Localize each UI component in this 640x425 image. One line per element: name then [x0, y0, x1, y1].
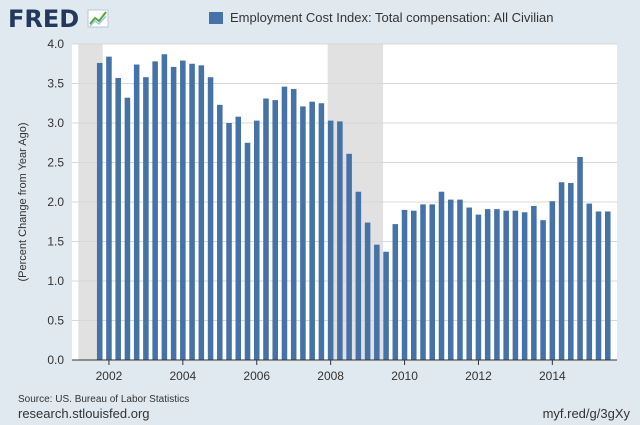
bar	[355, 191, 362, 360]
bar	[106, 56, 112, 360]
bar	[207, 77, 214, 361]
bar	[96, 62, 103, 361]
bar	[364, 222, 371, 360]
bar	[235, 116, 242, 361]
x-tick-label: 2008	[317, 369, 344, 383]
bar	[494, 209, 500, 360]
y-tick-label: 3.5	[47, 77, 64, 91]
bar	[161, 54, 168, 361]
bar	[438, 191, 445, 360]
bar	[401, 209, 408, 360]
fred-logo-text: FRED	[8, 5, 79, 33]
bar	[568, 183, 574, 360]
bar	[577, 156, 583, 360]
x-tick-label: 2010	[391, 369, 418, 383]
fred-logo[interactable]: FRED	[8, 5, 109, 33]
bar	[457, 199, 463, 360]
bar	[346, 153, 352, 360]
bar	[272, 100, 278, 360]
x-tick-label: 2014	[539, 369, 566, 383]
legend-swatch	[209, 12, 223, 24]
bar	[429, 204, 436, 360]
bar	[253, 120, 260, 360]
bar	[309, 101, 315, 361]
bar	[512, 210, 519, 360]
bar	[115, 77, 121, 360]
bar	[152, 61, 158, 360]
x-tick-label: 2004	[169, 369, 196, 383]
bar	[226, 123, 232, 360]
bar	[170, 66, 177, 360]
bar	[392, 224, 399, 360]
bar	[374, 244, 380, 360]
site-url-link[interactable]: research.stlouisfed.org	[18, 406, 150, 421]
bar	[466, 207, 472, 360]
y-tick-label: 3.0	[47, 116, 64, 130]
bar	[300, 106, 306, 360]
y-tick-label: 1.5	[47, 235, 64, 249]
bar	[124, 97, 131, 360]
x-tick-label: 2002	[96, 369, 123, 383]
bar	[595, 211, 602, 360]
bar	[180, 60, 186, 361]
bar	[420, 204, 426, 360]
bar	[217, 104, 223, 360]
bar	[503, 210, 509, 360]
y-tick-label: 2.5	[47, 156, 64, 170]
bar	[318, 103, 325, 360]
y-axis-ticks: 0.0 0.5 1.0 1.5 2.0 2.5 3.0 3.5 4.0	[47, 37, 64, 367]
bar	[383, 251, 389, 360]
bar	[411, 210, 417, 360]
bar	[337, 121, 343, 360]
bar	[133, 64, 140, 360]
bar	[189, 63, 195, 360]
y-tick-label: 0.5	[47, 314, 64, 328]
y-tick-label: 2.0	[47, 195, 64, 209]
bar	[484, 209, 491, 360]
y-tick-label: 4.0	[47, 37, 64, 51]
bar	[475, 214, 482, 360]
x-axis-ticks: 2002 2004 2006 2008 2010 2012 2014	[96, 360, 566, 383]
bar	[531, 205, 537, 360]
bar	[447, 199, 454, 360]
bar	[521, 212, 528, 360]
bar	[604, 211, 611, 360]
x-tick-label: 2012	[465, 369, 492, 383]
x-tick-label: 2006	[243, 369, 270, 383]
bar	[143, 77, 149, 361]
bar	[198, 65, 205, 360]
bar	[540, 220, 546, 360]
short-url-link[interactable]: myf.red/g/3gXy	[543, 406, 631, 421]
bar	[549, 201, 556, 360]
bar	[558, 182, 565, 360]
bar	[281, 86, 288, 360]
legend: Employment Cost Index: Total compensatio…	[209, 10, 553, 25]
y-tick-label: 1.0	[47, 274, 64, 288]
bar	[586, 203, 593, 360]
bars	[96, 54, 611, 361]
bar	[263, 98, 269, 360]
y-tick-label: 0.0	[47, 353, 64, 367]
legend-series-label: Employment Cost Index: Total compensatio…	[230, 10, 553, 25]
y-axis-title: (Percent Change from Year Ago)	[17, 123, 29, 282]
bar	[244, 142, 251, 360]
bar	[290, 89, 297, 360]
bar	[327, 120, 334, 360]
fred-logo-chart-icon	[87, 9, 109, 28]
source-note: Source: US. Bureau of Labor Statistics	[18, 394, 189, 405]
